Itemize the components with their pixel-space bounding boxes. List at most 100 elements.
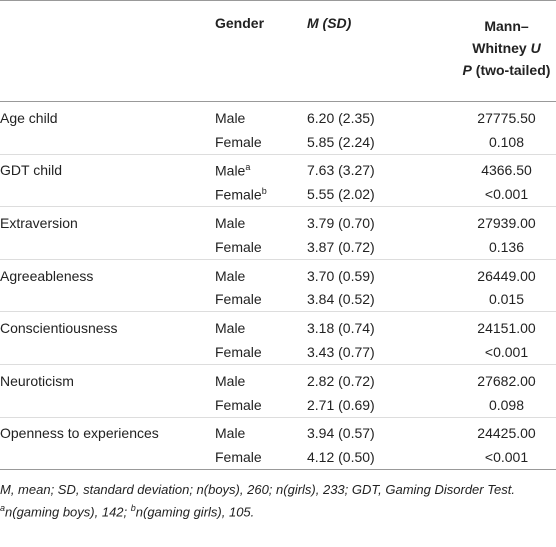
gender-label: Female — [215, 186, 262, 203]
table-row: Age child Male 6.20 (2.35) 27775.50 — [0, 102, 556, 130]
variable-cell: Age child — [0, 102, 215, 130]
table-row: Female 5.85 (2.24) 0.108 — [0, 129, 556, 155]
test-value: 24425.00 — [477, 425, 536, 442]
msd-cell: 3.94 (0.57) — [307, 417, 457, 445]
msd-cell: 3.84 (0.52) — [307, 287, 457, 313]
test-cell: 0.108 — [457, 129, 556, 155]
variable-label: Agreeableness — [0, 267, 94, 284]
gender-label: Female — [215, 291, 262, 308]
table-row: Female 4.12 (0.50) <0.001 — [0, 445, 556, 471]
variable-cell: Openness to experiences — [0, 417, 215, 445]
footnote-sup: b — [130, 503, 136, 514]
msd-cell: 2.82 (0.72) — [307, 364, 457, 392]
table-row: Female 3.84 (0.52) 0.015 — [0, 287, 556, 313]
table-row: Agreeableness Male 3.70 (0.59) 26449.00 — [0, 259, 556, 287]
msd-value: 3.87 (0.72) — [307, 238, 375, 255]
variable-cell — [0, 234, 215, 260]
msd-cell: 5.55 (2.02) — [307, 182, 457, 208]
gender-cell: Male — [215, 364, 307, 392]
test-cell: 4366.50 — [457, 154, 556, 182]
gender-label: Male — [215, 425, 246, 442]
gender-sup: a — [245, 162, 251, 173]
msd-value: 5.55 (2.02) — [307, 186, 375, 203]
test-value: 27682.00 — [477, 372, 536, 389]
test-value: 24151.00 — [477, 320, 536, 337]
test-cell: 27682.00 — [457, 364, 556, 392]
msd-value: 7.63 (3.27) — [307, 162, 375, 179]
msd-cell: 3.79 (0.70) — [307, 207, 457, 235]
test-value: 26449.00 — [477, 267, 536, 284]
header-cell: Mann–Whitney U P (two-tailed) — [457, 0, 556, 102]
gender-label: Male — [215, 109, 246, 126]
test-cell: <0.001 — [457, 445, 556, 471]
msd-value: 3.94 (0.57) — [307, 425, 375, 442]
gender-cell: Female — [215, 129, 307, 155]
msd-cell: 3.43 (0.77) — [307, 340, 457, 365]
variable-cell — [0, 129, 215, 155]
gender-label: Male — [215, 372, 246, 389]
table-row: Female 3.43 (0.77) <0.001 — [0, 340, 556, 365]
test-value: 0.108 — [488, 133, 525, 150]
test-cell: 26449.00 — [457, 259, 556, 287]
msd-cell: 5.85 (2.24) — [307, 129, 457, 155]
gender-label: Female — [215, 238, 262, 255]
test-cell: 0.015 — [457, 287, 556, 313]
gender-cell: Female — [215, 392, 307, 418]
test-value: 27775.50 — [477, 109, 536, 126]
gender-cell: Male — [215, 102, 307, 130]
msd-cell: 7.63 (3.27) — [307, 154, 457, 182]
test-cell: 0.136 — [457, 234, 556, 260]
header-text: (two-tailed) — [471, 62, 551, 78]
header-stack: Mann–Whitney U P (two-tailed) — [462, 15, 552, 81]
msd-value: 3.84 (0.52) — [307, 291, 375, 308]
msd-value: 3.43 (0.77) — [307, 344, 375, 361]
header-cell — [0, 0, 215, 102]
footnote-sup: a — [0, 503, 6, 514]
header-cell: M (SD) — [307, 0, 457, 102]
gender-label: Female — [215, 344, 262, 361]
variable-cell: GDT child — [0, 154, 215, 182]
table-row: Femaleb 5.55 (2.02) <0.001 — [0, 182, 556, 208]
test-cell: 0.098 — [457, 392, 556, 418]
test-value: <0.001 — [484, 344, 529, 361]
table-row: Female 3.87 (0.72) 0.136 — [0, 234, 556, 260]
table-row: Openness to experiences Male 3.94 (0.57) 24… — [0, 417, 556, 445]
gender-cell: Female — [215, 234, 307, 260]
gender-label: Male — [215, 267, 246, 284]
test-value: 27939.00 — [477, 215, 536, 232]
variable-cell — [0, 182, 215, 208]
gender-label: Male — [215, 162, 246, 179]
header-text: M (SD) — [307, 15, 352, 31]
test-value: <0.001 — [484, 186, 529, 203]
footnote-line: M, mean; SD, standard deviation; n(boys)… — [0, 482, 515, 498]
variable-cell — [0, 392, 215, 418]
gender-label: Female — [215, 396, 262, 413]
gender-sup: b — [261, 185, 267, 196]
header-text: Mann–Whitney — [472, 18, 531, 56]
header-row: Gender M (SD) Mann–Whitney U P (two-tail… — [0, 0, 556, 102]
variable-label: Extraversion — [0, 215, 78, 232]
test-value: 0.136 — [488, 238, 525, 255]
gender-cell: Femaleb — [215, 182, 307, 208]
gender-label: Female — [215, 133, 262, 150]
table-row: Neuroticism Male 2.82 (0.72) 27682.00 — [0, 364, 556, 392]
msd-cell: 3.87 (0.72) — [307, 234, 457, 260]
test-cell: 27939.00 — [457, 207, 556, 235]
footnote-text: n(gaming girls), 105. — [135, 504, 255, 520]
variable-cell: Neuroticism — [0, 364, 215, 392]
variable-label: Conscientiousness — [0, 320, 118, 337]
gender-label: Male — [215, 215, 246, 232]
gender-cell: Male — [215, 312, 307, 340]
table-row: Extraversion Male 3.79 (0.70) 27939.00 — [0, 207, 556, 235]
test-cell: <0.001 — [457, 182, 556, 208]
test-cell: <0.001 — [457, 340, 556, 365]
gender-cell: Male — [215, 417, 307, 445]
variable-label: Openness to experiences — [0, 425, 159, 442]
gender-cell: Male — [215, 207, 307, 235]
variable-cell: Agreeableness — [0, 259, 215, 287]
variable-cell — [0, 340, 215, 365]
msd-value: 2.82 (0.72) — [307, 372, 375, 389]
data-table: Gender M (SD) Mann–Whitney U P (two-tail… — [0, 0, 556, 471]
variable-cell: Conscientiousness — [0, 312, 215, 340]
